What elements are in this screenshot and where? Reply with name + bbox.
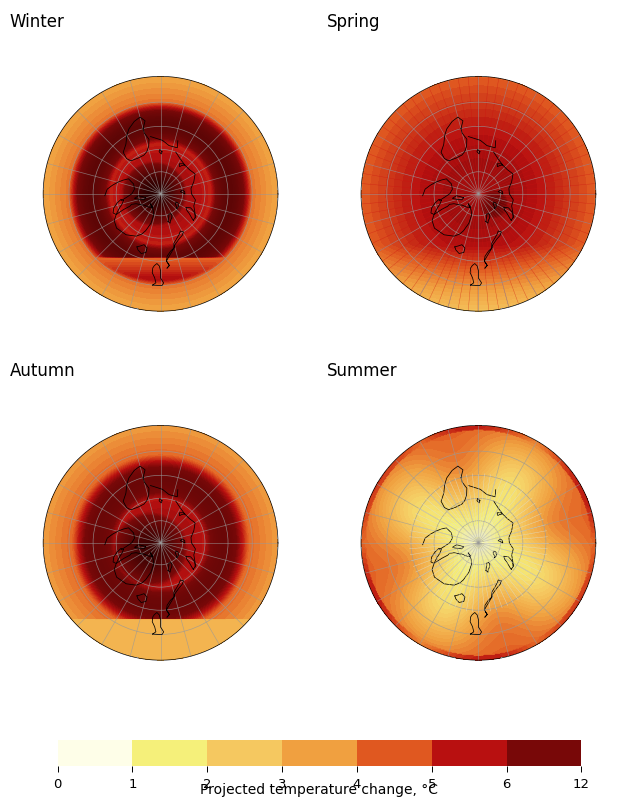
Text: Spring: Spring	[327, 13, 381, 31]
Bar	[58, 740, 132, 766]
Bar	[282, 740, 357, 766]
Text: Autumn: Autumn	[10, 362, 75, 380]
Bar	[207, 740, 282, 766]
Bar	[357, 740, 432, 766]
Bar	[132, 740, 207, 766]
Bar	[507, 740, 581, 766]
Text: Summer: Summer	[327, 362, 398, 380]
Text: Projected temperature change, °C: Projected temperature change, °C	[201, 783, 438, 796]
Bar	[432, 740, 507, 766]
Text: Winter: Winter	[10, 13, 65, 31]
